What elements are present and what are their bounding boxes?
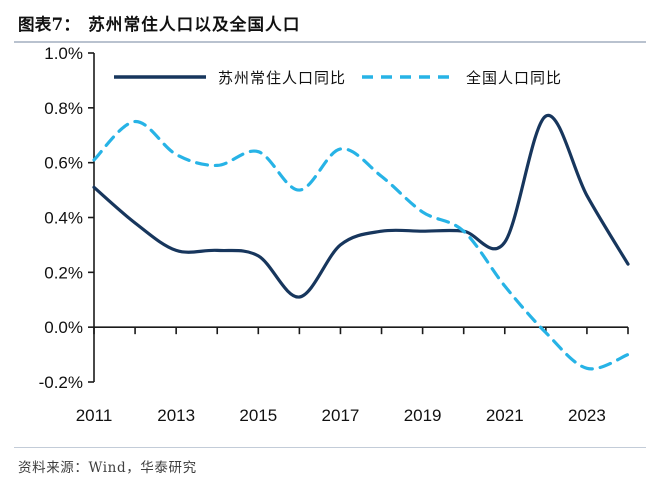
line-chart: 苏州常住人口同比 全国人口同比 1.0% 0.8% 0.6% 0.4% 0.2% 0.0% -… [39,45,630,425]
chart-series [92,114,630,371]
x-axis-tick-label: 2015 [239,406,277,425]
series-line-suzhou [92,114,630,299]
x-axis-tick-label: 2021 [486,406,524,425]
series-line-national [92,119,630,371]
title-divider [14,41,646,43]
figure-number-label: 图表7： [18,15,81,34]
y-axis-tick-label: 0.0% [44,318,83,337]
footer-divider [14,447,646,448]
y-axis-tick-label: -0.2% [39,373,83,392]
x-axis-tick-label: 2011 [76,406,113,425]
x-axis-tick-label: 2013 [157,406,195,425]
chart-container: 苏州常住人口同比 全国人口同比 1.0% 0.8% 0.6% 0.4% 0.2% 0.0% -… [14,45,646,437]
source-note: 资料来源：Wind，华泰研究 [18,460,197,476]
legend-label-national: 全国人口同比 [466,69,562,87]
legend-label-suzhou: 苏州常住人口同比 [218,69,346,87]
y-axis-tick-label: 0.8% [44,99,83,118]
x-axis-tick-label: 2019 [404,406,442,425]
y-axis-tick-label: 1.0% [44,45,83,63]
y-axis-tick-label: 0.2% [44,263,83,282]
figure-title-row: 图表7： 苏州常住人口以及全国人口 [14,0,646,35]
page-title: 苏州常住人口以及全国人口 [88,15,301,34]
x-axis-tick-label: 2023 [568,406,606,425]
x-axis: 2011 2013 2015 2017 2019 2021 2023 [76,326,629,425]
y-axis-tick-label: 0.6% [44,154,83,173]
chart-legend: 苏州常住人口同比 全国人口同比 [114,69,562,87]
y-axis: 1.0% 0.8% 0.6% 0.4% 0.2% 0.0% -0.2% [39,45,95,392]
x-axis-tick-label: 2017 [322,406,360,425]
y-axis-tick-label: 0.4% [44,209,83,228]
